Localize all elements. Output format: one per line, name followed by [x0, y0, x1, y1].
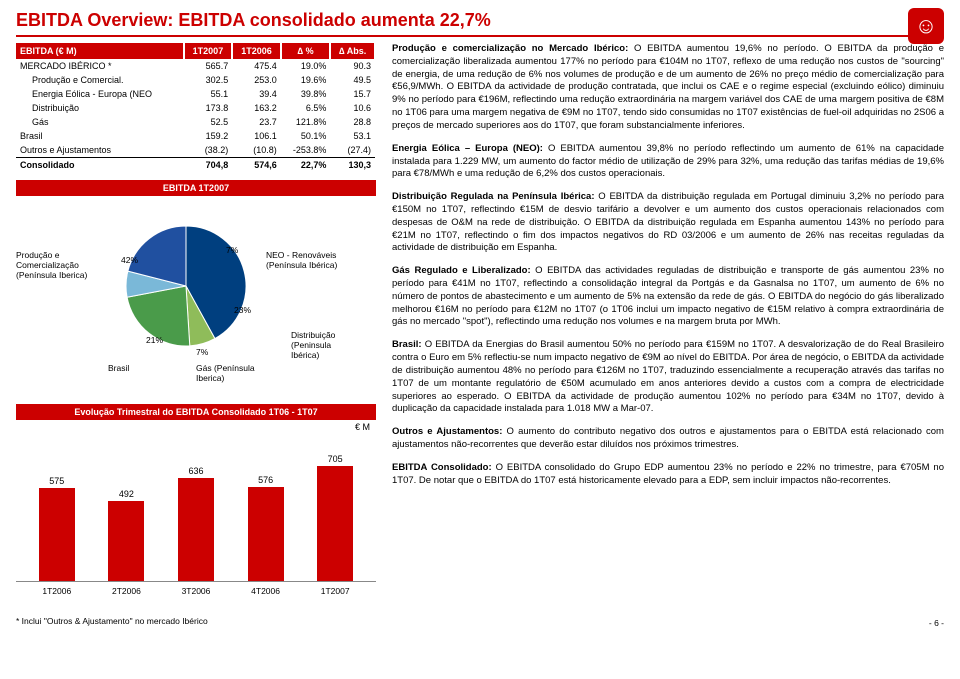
paragraph-lead: Distribuição Regulada na Península Ibéri… [392, 191, 595, 202]
bar-axis-labels: 1T2006 2T2006 3T2006 4T2006 1T2007 [16, 582, 376, 596]
body-paragraph: Outros e Ajustamentos: O aumento do cont… [392, 426, 944, 452]
bar-rect [39, 488, 75, 581]
left-column: EBITDA (€ M)1T20071T2006∆ %∆ Abs. MERCAD… [16, 43, 376, 626]
bar-unit: € M [16, 420, 376, 432]
bar-label: 4T2006 [241, 586, 291, 596]
table-row: Produção e Comercial.302.5253.019.6%49.5 [16, 73, 375, 87]
paragraph-lead: Gás Regulado e Liberalizado: [392, 265, 531, 276]
pie-pct: 7% [226, 246, 238, 256]
pie-header: EBITDA 1T2007 [16, 180, 376, 196]
table-row: Gás52.523.7121.8%28.8 [16, 115, 375, 129]
body-paragraph: Produção e comercialização no Mercado Ib… [392, 43, 944, 133]
bar-label: 1T2007 [310, 586, 360, 596]
page-number: - 6 - [929, 618, 944, 628]
table-header: EBITDA (€ M) [16, 43, 184, 59]
table-header: ∆ Abs. [330, 43, 375, 59]
pie-chart: Produção eComercialização(Península Iber… [16, 196, 376, 396]
bar-value: 575 [49, 476, 64, 486]
bar-rect [178, 478, 214, 581]
table-row: Consolidado704,8574,622,7%130,3 [16, 158, 375, 173]
pie-label: Produção eComercialização(Península Iber… [16, 251, 87, 280]
body-paragraph: Energia Eólica – Europa (NEO): O EBITDA … [392, 143, 944, 181]
body-paragraph: Brasil: O EBITDA da Energias do Brasil a… [392, 339, 944, 416]
table-row: MERCADO IBÉRICO *565.7475.419.0%90.3 [16, 59, 375, 73]
bar-chart: 575 492 636 576 705 [16, 432, 376, 582]
bar-rect [108, 501, 144, 581]
pie-label: Gás (PenínsulaIberica) [196, 364, 255, 384]
bar-group: 636 [171, 466, 221, 581]
bar-value: 636 [188, 466, 203, 476]
pie-pct: 42% [121, 256, 138, 266]
body-paragraph: EBITDA Consolidado: O EBITDA consolidado… [392, 462, 944, 488]
table-row: Distribuição173.8163.26.5%10.6 [16, 101, 375, 115]
pie-pct: 21% [146, 336, 163, 346]
bar-label: 1T2006 [32, 586, 82, 596]
table-header: ∆ % [281, 43, 331, 59]
table-row: Outros e Ajustamentos(38.2)(10.8)-253.8%… [16, 143, 375, 158]
paragraph-lead: Brasil: [392, 339, 422, 350]
bar-group: 576 [241, 475, 291, 581]
bar-group: 575 [32, 476, 82, 581]
pie-pct: 23% [234, 306, 251, 316]
body-paragraph: Gás Regulado e Liberalizado: O EBITDA da… [392, 265, 944, 329]
table-header: 1T2007 [184, 43, 233, 59]
logo-icon: ☺ [908, 8, 944, 44]
right-column: Produção e comercialização no Mercado Ib… [392, 43, 944, 626]
bar-group: 492 [101, 489, 151, 581]
paragraph-lead: Energia Eólica – Europa (NEO): [392, 143, 543, 154]
bar-rect [248, 487, 284, 581]
page-title: EBITDA Overview: EBITDA consolidado aume… [16, 10, 944, 37]
bar-value: 576 [258, 475, 273, 485]
body-paragraph: Distribuição Regulada na Península Ibéri… [392, 191, 944, 255]
footnote: * Inclui "Outros & Ajustamento" no merca… [16, 616, 376, 626]
pie-label: NEO - Renováveis(Península Ibérica) [266, 251, 337, 271]
table-row: Brasil159.2106.150.1%53.1 [16, 129, 375, 143]
bar-value: 492 [119, 489, 134, 499]
paragraph-lead: Outros e Ajustamentos: [392, 426, 502, 437]
bar-value: 705 [328, 454, 343, 464]
pie-pct: 7% [196, 348, 208, 358]
paragraph-lead: EBITDA Consolidado: [392, 462, 492, 473]
table-row: Energia Eólica - Europa (NEO55.139.439.8… [16, 87, 375, 101]
bar-rect [317, 466, 353, 581]
bar-header: Evolução Trimestral do EBITDA Consolidad… [16, 404, 376, 420]
pie-label: Distribuição(PeninsulaIbérica) [291, 331, 335, 360]
pie-label: Brasil [108, 364, 129, 374]
bar-label: 2T2006 [101, 586, 151, 596]
ebitda-table: EBITDA (€ M)1T20071T2006∆ %∆ Abs. MERCAD… [16, 43, 376, 172]
paragraph-lead: Produção e comercialização no Mercado Ib… [392, 43, 628, 54]
table-header: 1T2006 [232, 43, 281, 59]
bar-group: 705 [310, 454, 360, 581]
bar-label: 3T2006 [171, 586, 221, 596]
